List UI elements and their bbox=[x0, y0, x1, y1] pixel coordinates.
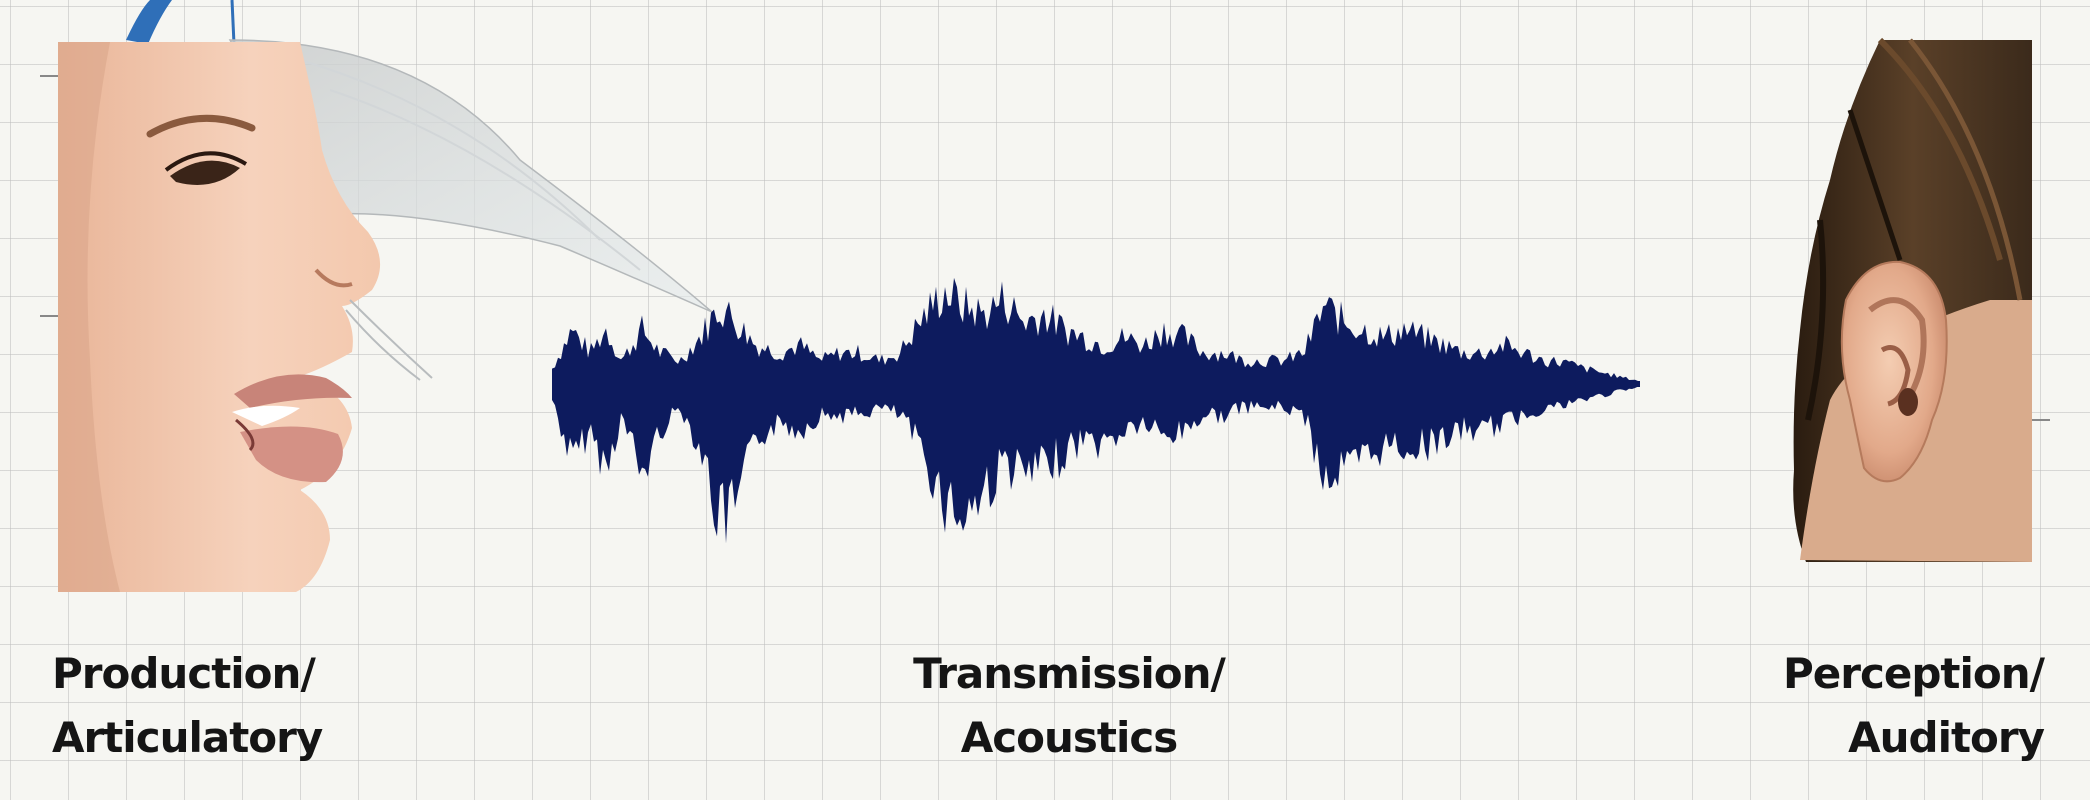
caption-transmission: Transmission/ Acoustics bbox=[904, 642, 1234, 770]
caption-perception-line2: Auditory bbox=[1848, 713, 2045, 762]
caption-production-line2: Articulatory bbox=[52, 713, 323, 762]
caption-transmission-line2: Acoustics bbox=[960, 713, 1179, 762]
caption-production-line1: Production/ bbox=[52, 649, 316, 698]
caption-perception: Perception/ Auditory bbox=[1783, 642, 2045, 770]
ear-icon bbox=[1793, 37, 2050, 562]
caption-production: Production/ Articulatory bbox=[52, 642, 323, 770]
caption-transmission-line1: Transmission/ bbox=[913, 649, 1226, 698]
waveform-envelope bbox=[552, 277, 1638, 544]
caption-perception-line1: Perception/ bbox=[1783, 649, 2045, 698]
face-profile-icon bbox=[40, 0, 713, 592]
sound-waveform-icon bbox=[552, 277, 1640, 544]
waveform-baseline bbox=[552, 381, 1640, 387]
